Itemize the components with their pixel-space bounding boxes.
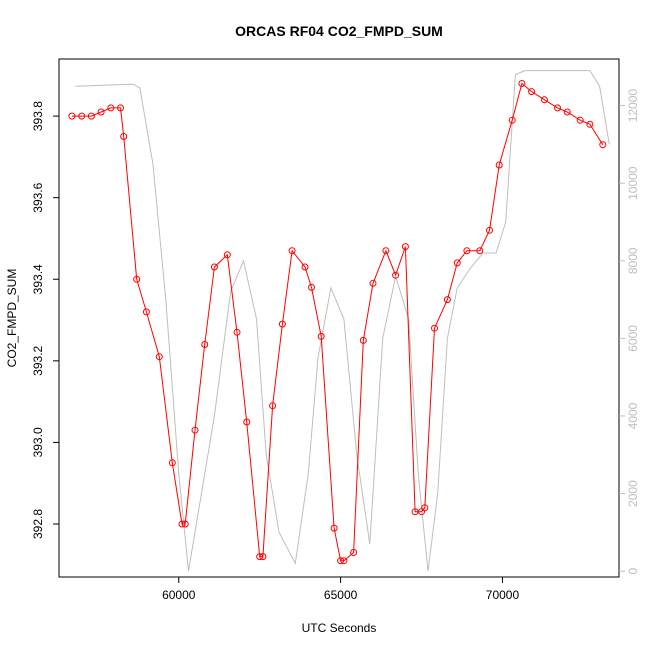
co2-series-line bbox=[71, 82, 604, 562]
co2-data-point bbox=[392, 271, 400, 279]
secondary-series-line bbox=[75, 70, 610, 572]
co2-data-point bbox=[554, 104, 561, 112]
co2-data-point bbox=[223, 251, 231, 259]
co2-data-point bbox=[142, 308, 150, 316]
co2-data-point bbox=[401, 243, 409, 251]
co2-data-point bbox=[508, 116, 516, 124]
co2-data-point bbox=[518, 80, 526, 87]
co2-data-point bbox=[107, 104, 115, 112]
co2-data-point bbox=[243, 418, 251, 426]
co2-data-point bbox=[486, 226, 493, 234]
co2-data-point bbox=[528, 88, 536, 96]
y2-tick-label: 2000 bbox=[626, 480, 640, 507]
y-tick-label: 393.4 bbox=[31, 264, 45, 294]
co2-data-point bbox=[210, 263, 218, 271]
co2-data-point bbox=[301, 263, 309, 271]
co2-data-point bbox=[288, 247, 296, 255]
y2-tick-label: 4000 bbox=[626, 402, 640, 429]
co2-data-point bbox=[155, 353, 163, 361]
co2-data-point bbox=[369, 279, 377, 287]
co2-data-point bbox=[181, 520, 189, 528]
co2-data-point bbox=[495, 161, 503, 169]
co2-data-point bbox=[201, 341, 209, 348]
co2-data-point bbox=[117, 104, 124, 112]
y-tick-label: 393.8 bbox=[31, 101, 45, 131]
y-tick-label: 393.2 bbox=[31, 345, 45, 375]
co2-data-point bbox=[337, 557, 345, 565]
co2-data-point bbox=[340, 557, 348, 565]
x-tick-label: 70000 bbox=[486, 588, 520, 602]
co2-data-point bbox=[576, 116, 584, 124]
co2-data-point bbox=[259, 553, 267, 561]
co2-data-point bbox=[120, 133, 128, 140]
co2-data-point bbox=[168, 459, 176, 467]
y2-tick-label: 8000 bbox=[626, 247, 640, 274]
co2-data-point bbox=[563, 108, 571, 116]
co2-data-point bbox=[78, 112, 86, 120]
co2-data-point bbox=[586, 120, 594, 128]
chart-title: ORCAS RF04 CO2_FMPD_SUM bbox=[235, 23, 443, 39]
co2-series bbox=[68, 80, 607, 565]
co2-data-point bbox=[178, 520, 186, 528]
y-tick-label: 393.0 bbox=[31, 427, 45, 457]
x-tick-label: 65000 bbox=[324, 588, 358, 602]
co2-data-point bbox=[256, 553, 264, 561]
co2-data-point bbox=[599, 141, 607, 149]
co2-data-point bbox=[359, 336, 367, 344]
co2-data-point bbox=[476, 247, 484, 255]
co2-data-point bbox=[269, 402, 277, 410]
co2-data-point bbox=[97, 108, 105, 116]
y2-tick-label: 0 bbox=[626, 568, 640, 575]
co2-data-point bbox=[191, 426, 199, 434]
co2-data-point bbox=[421, 504, 429, 512]
y2-tick-label: 12000 bbox=[626, 89, 640, 123]
y2-tick-label: 10000 bbox=[626, 166, 640, 200]
axes: 60000 65000 70000392.8393.0393.2393.4393.6… bbox=[31, 89, 640, 602]
y-tick-label: 393.6 bbox=[31, 182, 45, 212]
x-axis-label: UTC Seconds bbox=[302, 621, 377, 635]
co2-data-point bbox=[68, 112, 76, 120]
y-tick-label: 392.8 bbox=[31, 509, 45, 539]
co2-data-point bbox=[350, 549, 358, 556]
co2-data-point bbox=[308, 283, 315, 291]
co2-data-point bbox=[317, 332, 325, 340]
co2-data-point bbox=[453, 259, 461, 267]
co2-data-point bbox=[87, 112, 95, 120]
y2-tick-label: 6000 bbox=[626, 325, 640, 352]
x-tick-label: 60000 bbox=[162, 588, 196, 602]
y-axis-label: CO2_FMPD_SUM bbox=[5, 269, 19, 368]
co2-data-point bbox=[382, 247, 390, 255]
co2-data-point bbox=[330, 524, 338, 532]
secondary-series bbox=[75, 70, 610, 572]
co2-data-point bbox=[541, 96, 548, 104]
co2-data-point bbox=[463, 247, 471, 255]
co2-data-point bbox=[133, 275, 141, 283]
co2-data-point bbox=[443, 296, 451, 304]
plot-area bbox=[58, 58, 620, 578]
co2-data-point bbox=[233, 328, 241, 336]
co2-data-point bbox=[431, 324, 438, 332]
co2-data-point bbox=[278, 320, 286, 328]
